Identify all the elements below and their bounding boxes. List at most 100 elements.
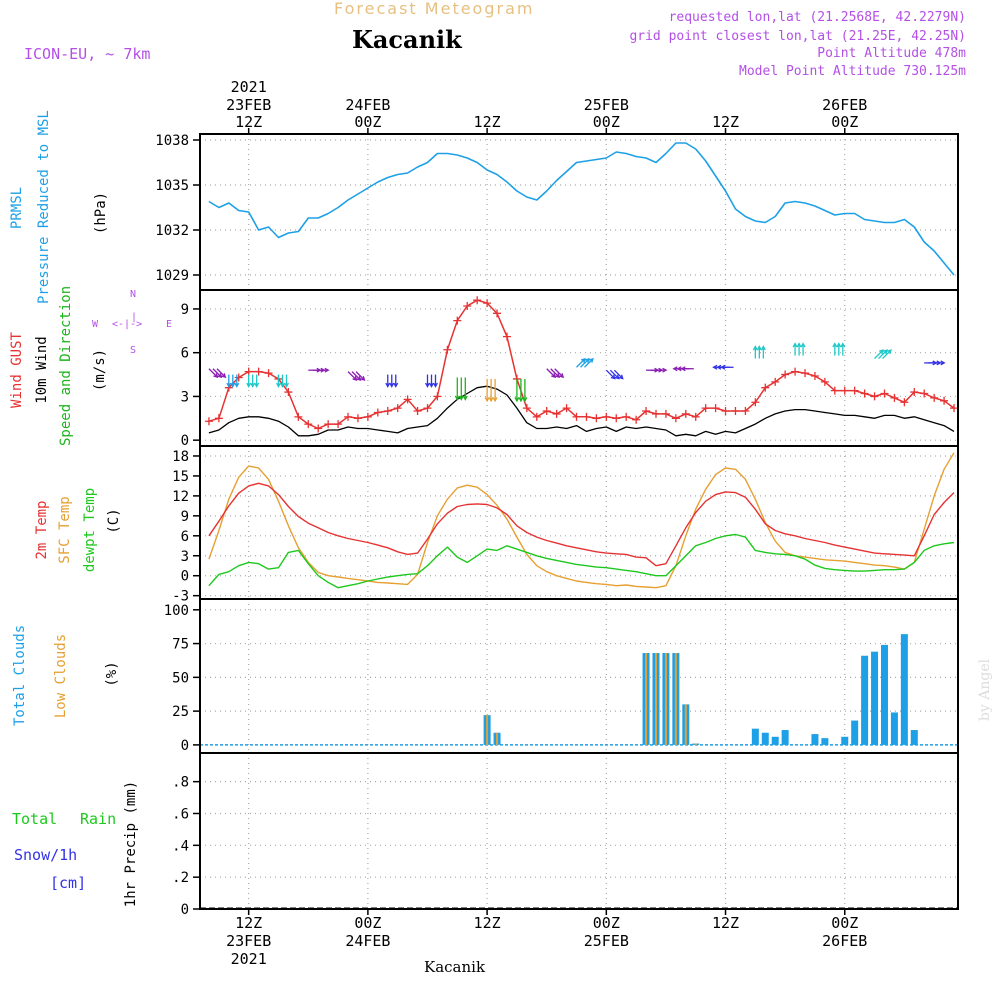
wind-direction-arrowhead [559,373,565,379]
gust-line [208,299,955,430]
year-label-top: 2021 [231,78,267,96]
requested-lonlat: requested lon,lat (21.2568E, 42.2279N) [668,10,966,25]
wind-direction-arrowhead [614,374,620,380]
gust-marker [642,407,651,416]
wind-gust-label: Wind GUST [9,332,25,408]
wind-direction-arrowhead [878,349,884,355]
y-tick-label: 100 [164,603,189,619]
pressure-label-unit: (hPa) [93,191,109,235]
gust-marker [771,377,780,386]
wind-direction-arrowhead [882,349,888,355]
compass-n: N [130,289,137,300]
compass-we-arrows: <-|-> [112,319,143,330]
y-tick-label: -3 [172,589,189,605]
gust-marker [393,404,402,413]
gust-marker [751,398,760,407]
gust-marker [810,372,819,381]
wind-direction-arrow [212,368,222,378]
wind-unit-label: (m/s) [92,348,108,392]
gust-marker [950,404,959,413]
y-tick-label: 0 [181,569,189,585]
wind-direction-arrowhead [221,373,227,379]
gust-marker [353,414,362,423]
wind-direction-arrowhead [246,382,252,388]
wind-direction-arrowhead [618,374,624,380]
gust-marker [930,393,939,402]
gust-marker [383,407,392,416]
wind-direction-arrowhead [389,382,395,388]
wind-direction-arrowhead [792,342,798,348]
x-tick-label-top: 12Z [474,113,501,131]
watermark: by Angel [977,658,993,722]
wind-direction-arrowhead [356,376,362,382]
wind-direction-arrow [576,358,586,368]
x-tick-label-bottom: 00Z [831,914,858,932]
wind-direction-arrowhead [840,342,846,348]
wind-direction-arrowhead [458,395,464,401]
series-layer [200,142,959,746]
gust-marker [433,392,442,401]
x-tick-label-bottom: 26FEB [822,932,867,950]
gust-marker [324,420,333,429]
y-tick-label: 25 [172,704,189,720]
gust-marker [572,412,581,421]
x-tick-label-top: 23FEB [226,96,271,114]
wind-direction-arrowhead [580,357,586,363]
wind-direction-arrowhead [800,342,806,348]
wind-direction-arrowhead [756,345,762,351]
wind-direction-arrowhead [462,395,468,401]
gust-marker [850,386,859,395]
wind-direction-arrowhead [429,382,434,388]
wind-direction-arrow [216,368,226,378]
y-tick-label: 9 [181,509,189,525]
wind-direction-arrowhead [484,397,490,403]
x-tick-label-bottom: 00Z [593,914,620,932]
dewpt-line [208,533,955,589]
wind-direction-arrowhead [454,395,460,401]
y-tick-label: 75 [172,637,189,653]
point-altitude: Point Altitude 478m [817,46,966,61]
total-clouds-bar [811,734,819,745]
x-tick-label-bottom: 12Z [474,914,501,932]
gust-marker [940,396,949,405]
top-title: Forecast Meteogram [334,0,535,18]
x-tick-label-top: 00Z [831,113,858,131]
wind-direction-arrowhead [796,342,802,348]
temp-2m-label: 2m Temp [34,500,50,560]
wind-direction-arrow [554,368,564,378]
wind-direction-arrow [580,358,590,368]
y-tick-label: 6 [181,529,189,545]
wind-direction-arrow [882,349,892,359]
gust-marker [920,389,929,398]
gust-marker [582,412,591,421]
precip-snow-label: Snow/1h [14,846,78,864]
y-tick-label: 50 [172,670,189,686]
total-clouds-bar [761,732,769,745]
gust-marker [403,395,412,404]
gust-marker [612,414,621,423]
wind-direction-arrow [605,369,616,380]
gust-marker [731,407,740,416]
wind-direction-arrowhead [488,397,494,403]
precip-total-label: Total [12,810,58,828]
gust-marker [373,408,382,417]
y-tick-label: 6 [181,346,189,362]
gust-marker [880,389,889,398]
gust-marker [413,407,422,416]
wind-direction-arrowhead [551,373,557,379]
total-clouds-bar [821,738,829,745]
y-tick-label: 3 [181,549,189,565]
total-clouds-bar [861,655,869,745]
wind-direction-arrowhead [217,373,223,379]
footer-location: Kacanik [424,958,486,976]
gust-marker [463,302,472,311]
gust-marker [870,392,879,401]
wind-direction-arrowhead [324,367,330,373]
y-tick-label: 0 [181,738,189,754]
gust-marker [840,386,849,395]
y-tick-label: 0 [181,433,189,449]
x-tick-label-top: 12Z [235,113,262,131]
y-tick-label: 1035 [155,178,189,194]
precip-rain-label: Rain [80,810,117,828]
location-title: Kacanik [352,25,462,54]
